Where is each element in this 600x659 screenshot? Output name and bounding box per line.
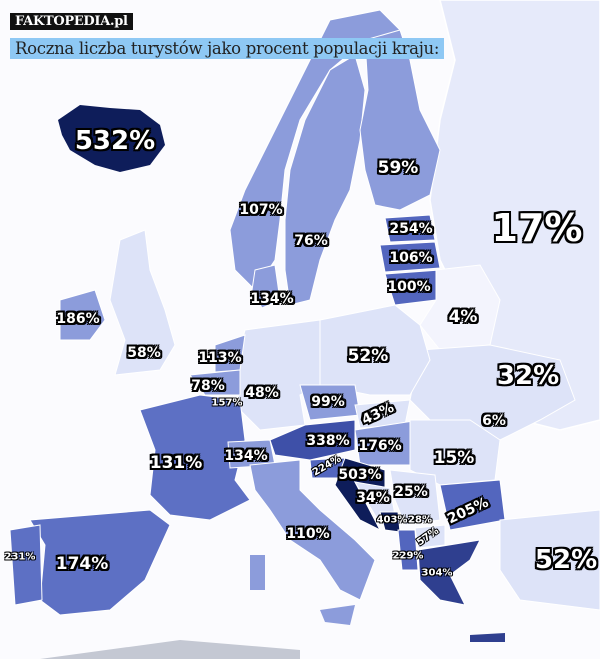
- country-value-label: 4%: [448, 307, 478, 327]
- country-value-label: 107%: [239, 202, 283, 218]
- country-value-label: 100%: [387, 279, 431, 295]
- country-value-label: 113%: [198, 350, 242, 366]
- country-value-label: 6%: [482, 413, 506, 429]
- country-value-label: 229%: [392, 550, 424, 562]
- country-value-label: 174%: [55, 554, 109, 574]
- country-value-label: 76%: [294, 233, 328, 249]
- country-value-label: 25%: [394, 484, 428, 500]
- region-albania: [397, 529, 419, 571]
- region-turkey: [499, 509, 600, 611]
- country-value-label: 28%: [408, 514, 432, 526]
- country-value-label: 15%: [433, 448, 475, 468]
- region-austria: [269, 419, 356, 461]
- country-value-label: 59%: [377, 158, 419, 178]
- country-value-label: 254%: [389, 221, 433, 237]
- region-estonia: [384, 214, 436, 243]
- region-sicily: [320, 605, 355, 625]
- map-title: Roczna liczba turystów jako procent popu…: [10, 38, 445, 59]
- country-value-label: 99%: [311, 394, 345, 410]
- region-africa: [40, 640, 300, 659]
- country-value-label: 304%: [421, 567, 453, 579]
- region-latvia: [379, 241, 441, 273]
- country-value-label: 52%: [347, 346, 389, 366]
- country-value-label: 403%: [376, 514, 408, 526]
- region-sweden: [284, 54, 366, 306]
- region-serbia: [389, 469, 441, 526]
- faktopedia-logo: FAKTOPEDIA.pl: [10, 13, 133, 30]
- country-value-label: 134%: [250, 291, 294, 307]
- country-value-label: 58%: [127, 345, 161, 361]
- country-value-label: 532%: [74, 126, 156, 156]
- region-spain: [29, 509, 171, 616]
- country-value-label: 106%: [389, 250, 433, 266]
- country-value-label: 110%: [286, 526, 330, 542]
- region-sardinia: [250, 555, 265, 590]
- region-crete: [470, 633, 505, 642]
- region-ukraine: [409, 344, 576, 441]
- country-value-label: 503%: [338, 467, 382, 483]
- country-value-label: 134%: [224, 448, 268, 464]
- region-north-macedonia: [414, 524, 446, 549]
- country-value-label: 52%: [534, 545, 598, 575]
- region-germany: [234, 319, 321, 431]
- region-belgium: [189, 369, 241, 396]
- region-greece: [417, 539, 481, 606]
- region-denmark: [251, 264, 281, 309]
- country-value-label: 32%: [496, 361, 560, 391]
- region-uk: [109, 229, 176, 376]
- country-value-label: 186%: [56, 311, 100, 327]
- country-value-label: 34%: [356, 490, 390, 506]
- country-value-label: 338%: [306, 433, 350, 449]
- country-value-label: 231%: [4, 551, 36, 563]
- country-value-label: 176%: [358, 438, 402, 454]
- country-value-label: 78%: [191, 378, 225, 394]
- region-ireland: [59, 289, 106, 341]
- region-france: [139, 394, 251, 521]
- country-value-label: 48%: [245, 385, 279, 401]
- region-iceland: [58, 105, 165, 172]
- region-portugal: [9, 524, 43, 606]
- region-italy: [249, 459, 376, 601]
- country-value-label: 131%: [149, 453, 203, 473]
- country-value-label: 17%: [491, 206, 583, 250]
- region-croatia: [334, 457, 386, 532]
- country-value-label: 157%: [211, 397, 243, 409]
